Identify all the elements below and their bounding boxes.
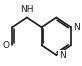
Text: NH: NH: [20, 5, 34, 14]
Text: O: O: [3, 41, 10, 50]
Text: N: N: [59, 51, 66, 60]
Text: N: N: [73, 23, 80, 32]
